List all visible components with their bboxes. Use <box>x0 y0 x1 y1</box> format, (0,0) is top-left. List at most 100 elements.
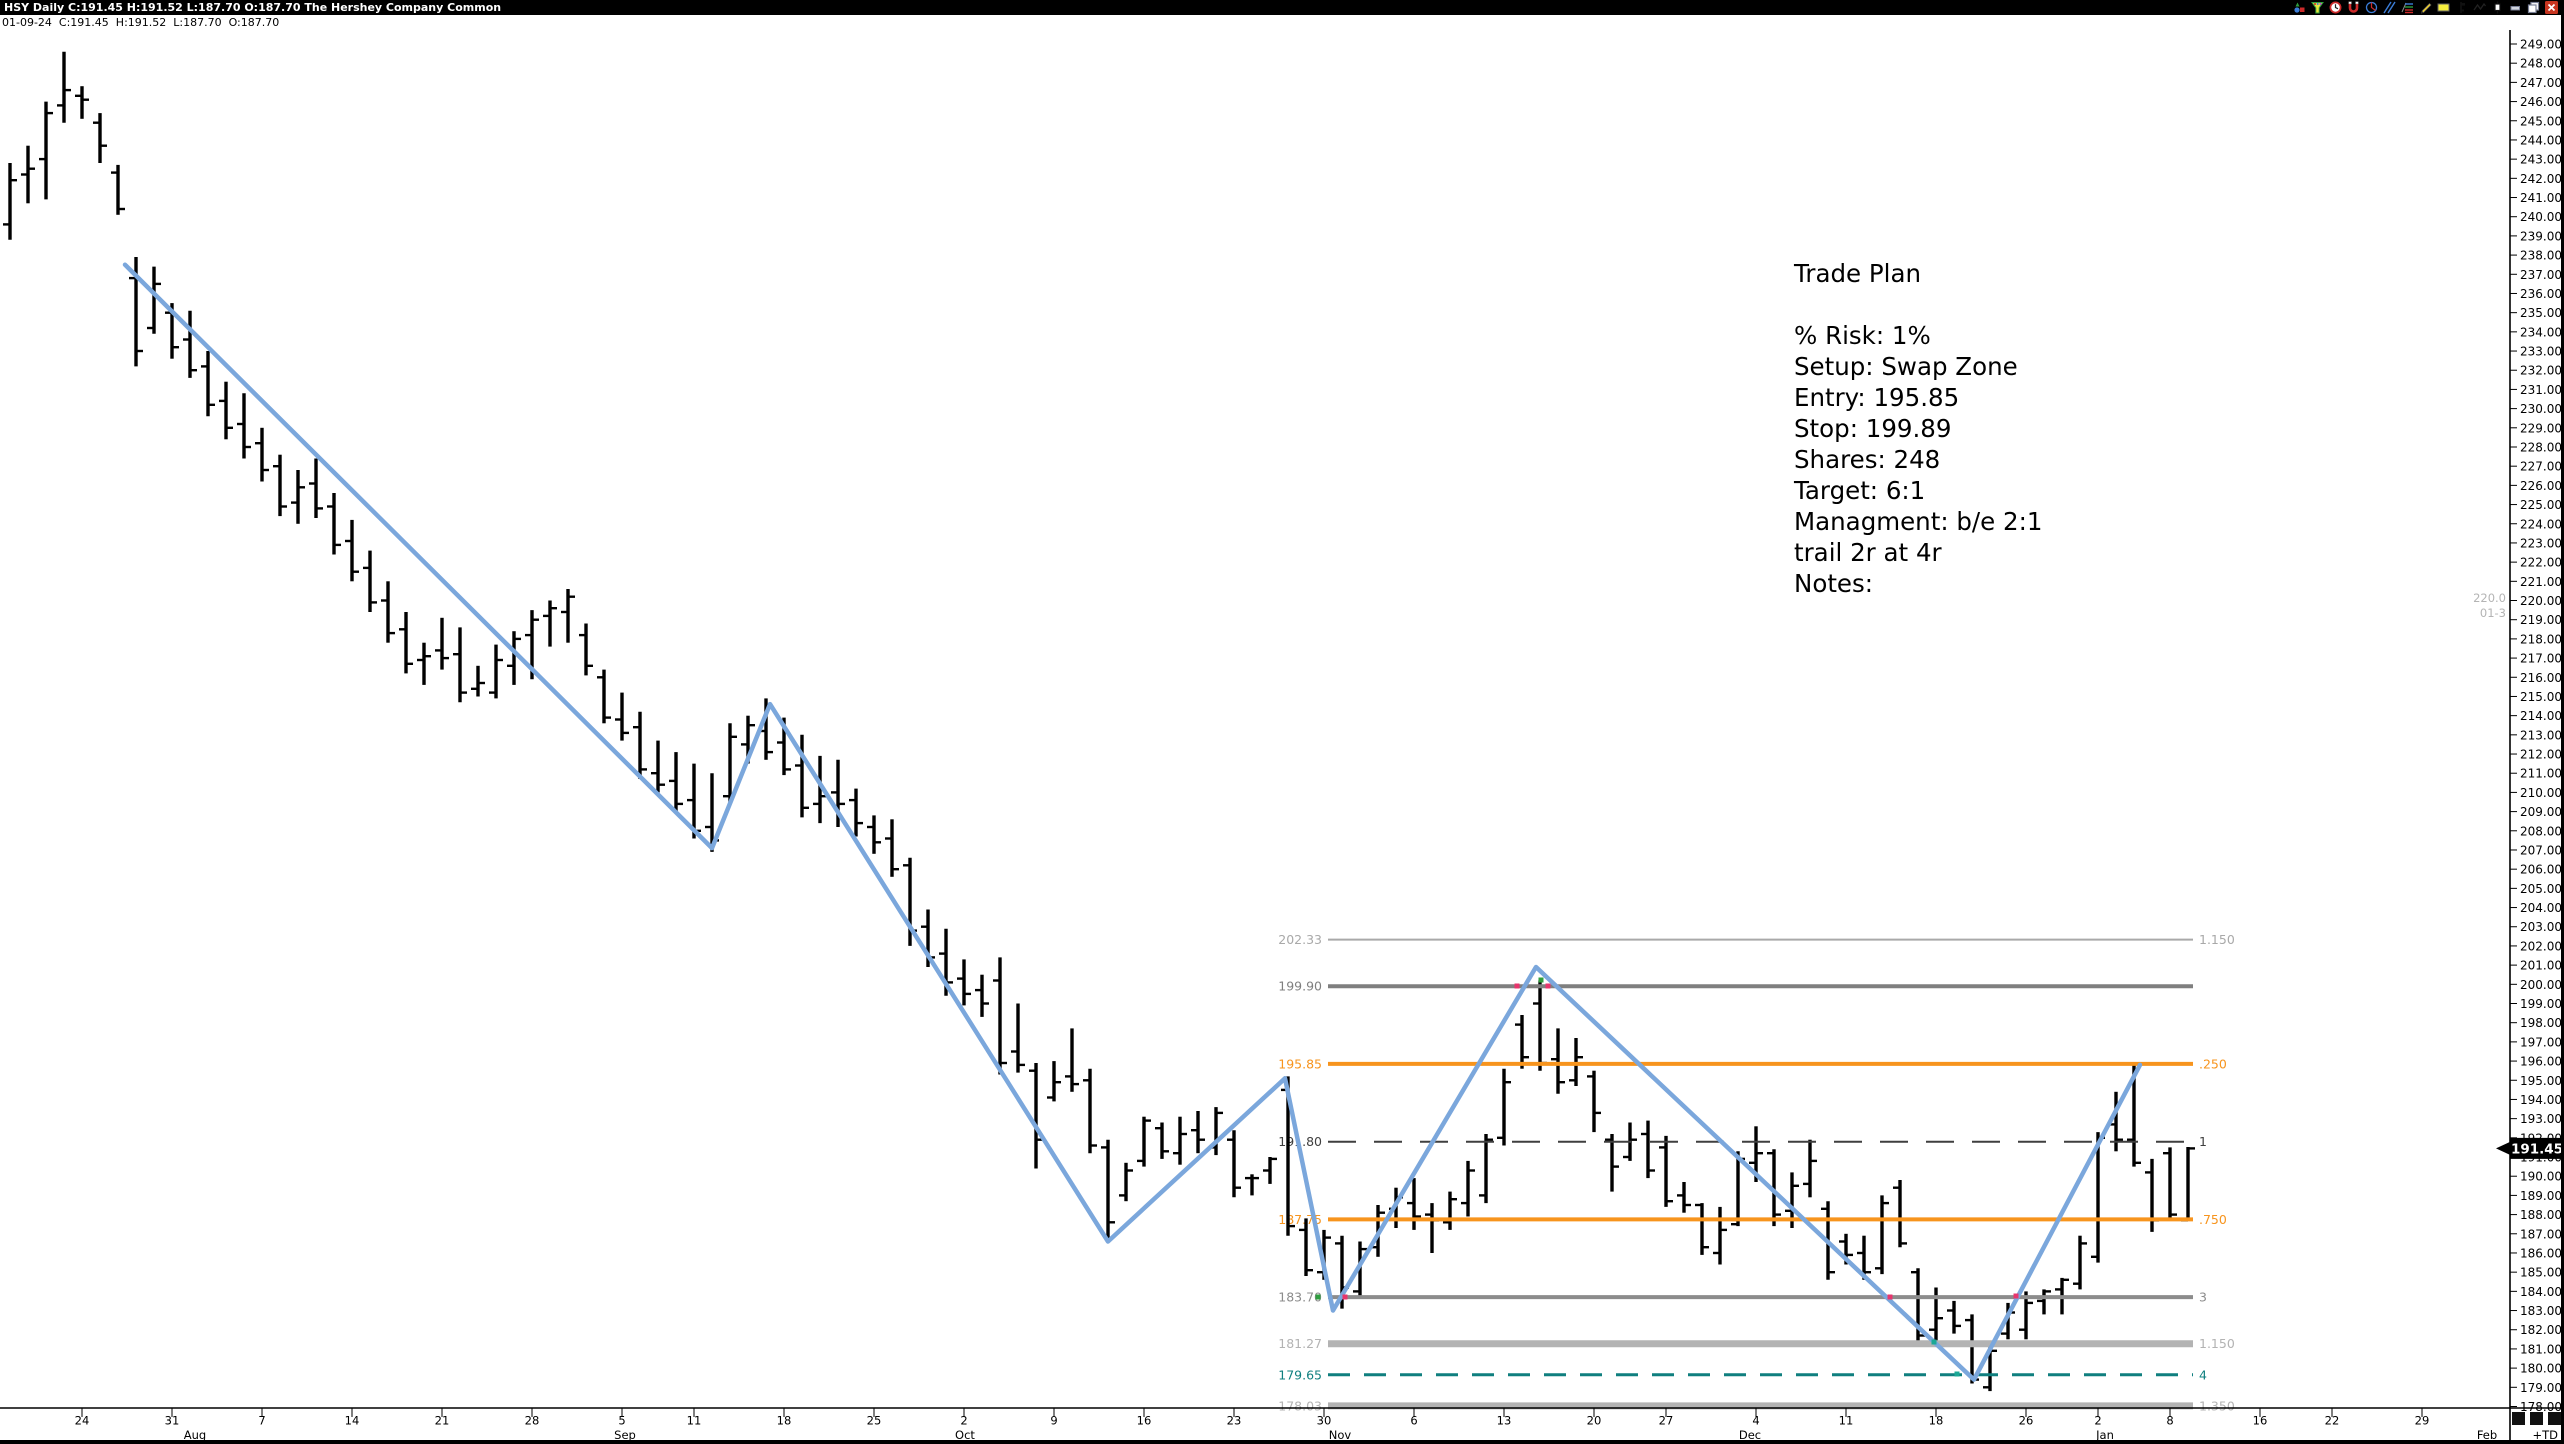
ohlc-bar[interactable] <box>1047 1061 1061 1102</box>
ohlc-bar[interactable] <box>3 163 17 240</box>
ohlc-bar[interactable] <box>255 427 269 482</box>
ohlc-bar[interactable] <box>867 815 881 854</box>
ohlc-bar[interactable] <box>2019 1291 2033 1340</box>
ohlc-bar[interactable] <box>2073 1235 2087 1290</box>
ohlc-bar[interactable] <box>633 711 647 779</box>
ohlc-bar[interactable] <box>1803 1139 1817 1198</box>
ohlc-bar[interactable] <box>1227 1130 1241 1198</box>
ohlc-bar[interactable] <box>993 957 1007 1075</box>
ohlc-bar[interactable] <box>435 617 449 670</box>
ohlc-bar[interactable] <box>615 692 629 741</box>
ohlc-bar[interactable] <box>795 734 809 818</box>
ohlc-bar[interactable] <box>1173 1116 1187 1165</box>
axis-widget-button[interactable] <box>2548 1412 2561 1425</box>
ohlc-bar[interactable] <box>1605 1134 1619 1192</box>
ohlc-bar[interactable] <box>453 627 467 703</box>
ohlc-bar[interactable] <box>1263 1157 1277 1184</box>
ohlc-bar[interactable] <box>651 740 665 793</box>
ohlc-bar[interactable] <box>1497 1068 1511 1146</box>
ohlc-bar[interactable] <box>1695 1203 1709 1255</box>
ohlc-bar[interactable] <box>561 589 575 643</box>
ohlc-bar[interactable] <box>1065 1028 1079 1092</box>
ohlc-bar[interactable] <box>1119 1162 1133 1202</box>
ohlc-bar[interactable] <box>363 550 377 612</box>
ohlc-bar[interactable] <box>1767 1149 1781 1227</box>
price-levels[interactable]: 1.150 .250 1 .750 3 1.150 4 1.350 <box>1328 932 2235 1413</box>
ohlc-bar[interactable] <box>1875 1195 1889 1275</box>
ohlc-bar[interactable] <box>1299 1218 1313 1276</box>
ohlc-bar[interactable] <box>1857 1235 1871 1280</box>
ohlc-bar[interactable] <box>21 145 35 204</box>
ohlc-bar[interactable] <box>201 351 215 417</box>
zigzag-icon[interactable] <box>2473 1 2486 14</box>
restore-icon[interactable] <box>2527 1 2540 14</box>
ohlc-bar[interactable] <box>399 612 413 674</box>
ohlc-bar[interactable] <box>1893 1180 1907 1248</box>
price-marker-icon[interactable] <box>2455 1 2468 14</box>
ohlc-bar[interactable] <box>1245 1174 1259 1196</box>
ohlc-bar[interactable] <box>2163 1147 2177 1219</box>
ohlc-bar[interactable] <box>219 381 233 440</box>
ohlc-bar[interactable] <box>849 788 863 837</box>
ohlc-bar[interactable] <box>381 581 395 643</box>
ohlc-bar[interactable] <box>2181 1147 2195 1222</box>
ohlc-bar[interactable] <box>597 669 611 724</box>
bottom-right-widgets[interactable]: +TD <box>2512 1412 2561 1442</box>
ohlc-bar[interactable] <box>327 493 341 555</box>
candlestick-icon[interactable] <box>2491 1 2504 14</box>
ohlc-bar[interactable] <box>39 101 53 200</box>
ohlc-bar[interactable] <box>309 458 323 519</box>
ohlc-bar[interactable] <box>111 164 125 215</box>
note-icon[interactable] <box>2437 1 2450 14</box>
ohlc-bar[interactable] <box>1191 1111 1205 1154</box>
ohlc-bar[interactable] <box>1713 1206 1727 1265</box>
ohlc-bar[interactable] <box>1443 1191 1457 1230</box>
ohlc-bar[interactable] <box>273 454 287 517</box>
ohlc-bar[interactable] <box>471 665 485 697</box>
clock-icon[interactable] <box>2329 1 2342 14</box>
ohlc-bar[interactable] <box>57 51 71 123</box>
ohlc-bar[interactable] <box>543 600 557 647</box>
ohlc-bar[interactable] <box>93 113 107 163</box>
ohlc-bar[interactable] <box>1533 980 1547 1071</box>
axis-widget-button[interactable] <box>2512 1412 2525 1425</box>
ohlc-bar[interactable] <box>975 974 989 1017</box>
ohlc-bar[interactable] <box>1137 1116 1151 1167</box>
ohlc-bar[interactable] <box>1551 1028 1565 1094</box>
close-icon[interactable] <box>2545 1 2558 14</box>
draw-shapes-icon[interactable] <box>2293 1 2306 14</box>
ohlc-bar[interactable] <box>237 393 251 459</box>
ohlc-bar[interactable] <box>1425 1203 1439 1253</box>
ohlc-bar[interactable] <box>1353 1241 1367 1300</box>
pencil-icon[interactable] <box>2419 1 2432 14</box>
ohlc-bar[interactable] <box>507 631 521 685</box>
ohlc-bar[interactable] <box>147 266 161 334</box>
ohlc-bar[interactable] <box>669 752 683 812</box>
minimize-icon[interactable] <box>2509 1 2522 14</box>
ohlc-bar[interactable] <box>1461 1160 1475 1217</box>
ohlc-bar[interactable] <box>1947 1300 1961 1334</box>
ohlc-bar[interactable] <box>1101 1139 1115 1240</box>
magnet-icon[interactable] <box>2347 1 2360 14</box>
ohlc-bar[interactable] <box>75 86 89 119</box>
ohlc-bar[interactable] <box>2037 1289 2051 1315</box>
axis-widget-button[interactable] <box>2530 1412 2543 1425</box>
ohlc-bar[interactable] <box>489 644 503 699</box>
ohlc-bar[interactable] <box>1587 1070 1601 1133</box>
ohlc-bar[interactable] <box>291 470 305 524</box>
ohlc-bar[interactable] <box>957 959 971 1006</box>
ohlc-bar[interactable] <box>1515 1015 1529 1069</box>
ohlc-bar[interactable] <box>183 310 197 378</box>
ohlc-bar[interactable] <box>2127 1064 2141 1167</box>
zigzag-line[interactable] <box>122 262 2143 1382</box>
last-price-badge[interactable]: 191.45 <box>2496 1137 2563 1159</box>
trade-plan-note[interactable]: Trade Plan % Risk: 1% Setup: Swap Zone E… <box>1794 259 2043 598</box>
ohlc-bar[interactable] <box>1641 1120 1655 1179</box>
parallel-lines-icon[interactable] <box>2383 1 2396 14</box>
ohlc-bar[interactable] <box>417 642 431 685</box>
ohlc-bar[interactable] <box>1083 1068 1097 1154</box>
ohlc-bar[interactable] <box>1659 1135 1673 1207</box>
ohlc-bar[interactable] <box>885 819 899 877</box>
ohlc-bar[interactable] <box>1479 1134 1493 1204</box>
